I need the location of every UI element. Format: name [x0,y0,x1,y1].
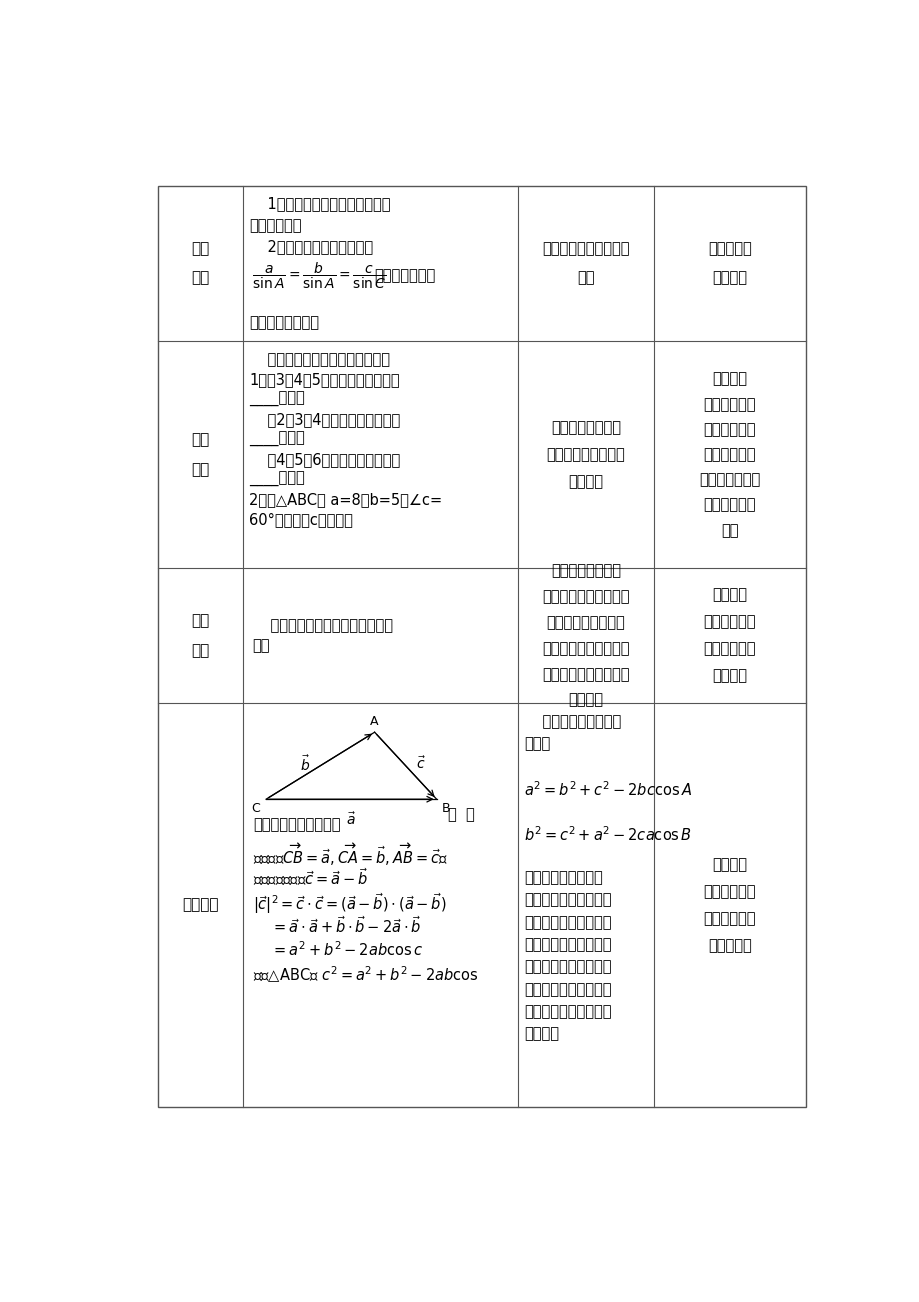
Text: 让学生利用相同方法: 让学生利用相同方法 [524,713,620,729]
Text: 学生可能
比较茫然，帮
助学生分析相
关内容，从多
角度看待问题，
用实践进行检
验。: 学生可能 比较茫然，帮 助学生分析相 关内容，从多 角度看待问题， 用实践进行检… [698,371,760,538]
Text: 推导：: 推导： [524,736,550,751]
Text: 2、在△ABC中 a=8，b=5，∠c=: 2、在△ABC中 a=8，b=5，∠c= [249,492,442,506]
Text: $\vec{a}$: $\vec{a}$ [346,811,357,828]
Text: 1、以3，4，5为各边长的三角形是: 1、以3，4，5为各边长的三角形是 [249,372,399,387]
Text: 学生从平面几何、
实践作图方面进行估
计判断。: 学生从平面几何、 实践作图方面进行估 计判断。 [546,421,625,490]
Text: $\vec{b}$: $\vec{b}$ [300,754,310,773]
Text: ____三角形: ____三角形 [249,392,304,408]
Text: $\dfrac{a}{\sin A}=\dfrac{b}{\sin A}=\dfrac{c}{\sin C}$: $\dfrac{a}{\sin A}=\dfrac{b}{\sin A}=\df… [252,260,386,292]
Text: ____三角形: ____三角形 [249,432,304,447]
Text: 学生对向量知识可能: 学生对向量知识可能 [524,870,602,885]
Text: 吗？: 吗？ [252,638,269,654]
Text: 以2，3，4为各边长的三角形是: 以2，3，4为各边长的三角形是 [249,411,400,427]
Text: 方法是什么？: 方法是什么？ [249,217,301,233]
Text: $|\vec{c}|^2=\vec{c}\cdot\vec{c}=(\vec{a}-\vec{b})\cdot(\vec{a}-\vec{b})$: $|\vec{c}|^2=\vec{c}\cdot\vec{c}=(\vec{a… [253,891,446,915]
Text: ，主要解决哪几: ，主要解决哪几 [374,268,436,284]
Text: 学生从平面几何、
三角函数、向量知识、
坐标法等方面进行分
析讨论，选择简洁的处
理工具，引发学生的积
极讨论。: 学生从平面几何、 三角函数、向量知识、 坐标法等方面进行分 析讨论，选择简洁的处… [541,564,629,707]
Text: 的作用。: 的作用。 [524,1026,559,1042]
Text: 引导学生
从相关知识入
手，选择简洁
的工具。: 引导学生 从相关知识入 手，选择简洁 的工具。 [703,587,755,684]
Text: 由三角形法则有$\vec{c}=\vec{a}-\vec{b}$: 由三角形法则有$\vec{c}=\vec{a}-\vec{b}$ [253,866,368,888]
Text: 回顾旧知，
防止遗忘: 回顾旧知， 防止遗忘 [708,241,751,285]
Text: $b^2=c^2+a^2-2ca\cos B$: $b^2=c^2+a^2-2ca\cos B$ [524,825,691,844]
Text: $=a^2+b^2-2ab\cos c$: $=a^2+b^2-2ab\cos c$ [270,940,423,958]
Text: 60°，你能求c边长吗？: 60°，你能求c边长吗？ [249,512,353,527]
Text: 让学生明
确数学中的转
化思想：化未
知为已知。: 让学生明 确数学中的转 化思想：化未 知为已知。 [703,857,755,953]
Text: 用数量积时，角度可能: 用数量积时，角度可能 [524,915,611,930]
Text: B: B [441,802,450,815]
Text: 2、三角形的正弦定理内容: 2、三角形的正弦定理内容 [249,240,373,254]
Text: 如图：设$\overrightarrow{CB}=\vec{a},\overrightarrow{CA}=\vec{b},\overrightarrow{AB}: 如图：设$\overrightarrow{CB}=\vec{a},\overri… [253,841,448,867]
Text: 创设
引入: 创设 引入 [191,432,210,477]
Text: 以4，5，6为各边长的三角形是: 以4，5，6为各边长的三角形是 [249,452,400,467]
Text: C: C [251,802,260,815]
Text: 出现错误，出现不同的: 出现错误，出现不同的 [524,937,611,952]
Text: 向量法推导余弦定理：: 向量法推导余弦定理： [253,816,340,832]
Text: 利  用: 利 用 [448,807,474,822]
Text: 遗忘，注意复习；在利: 遗忘，注意复习；在利 [524,892,611,907]
Text: 即：△ABC中 $c^2=a^2+b^2-2ab\cos$: 即：△ABC中 $c^2=a^2+b^2-2ab\cos$ [253,965,478,986]
Text: 你能判断下列三角形的类型吗？: 你能判断下列三角形的类型吗？ [249,352,390,367]
Text: 误中发现问题，巩固向: 误中发现问题，巩固向 [524,982,611,996]
Text: 表示形式，让学生从错: 表示形式，让学生从错 [524,960,611,974]
Text: 量知识，明确向量工具: 量知识，明确向量工具 [524,1004,611,1019]
Text: 知识
回顾: 知识 回顾 [191,241,210,285]
Text: A: A [370,715,379,728]
Text: $=\vec{a}\cdot\vec{a}+\vec{b}\cdot\vec{b}-2\vec{a}\cdot\vec{b}$: $=\vec{a}\cdot\vec{a}+\vec{b}\cdot\vec{b… [270,915,421,936]
Text: 1、一般三角形全等的四种判断: 1、一般三角形全等的四种判断 [249,197,391,211]
Text: 合作探究: 合作探究 [182,897,219,913]
Text: 类问题的三角形？: 类问题的三角形？ [249,315,319,329]
Text: $a^2=b^2+c^2-2bc\cos A$: $a^2=b^2+c^2-2bc\cos A$ [524,781,692,799]
Text: ____三角形: ____三角形 [249,471,304,487]
Text: 学生回答，老师补充完
整。: 学生回答，老师补充完 整。 [541,241,629,285]
Text: 你能够有更好的具体的量化方法: 你能够有更好的具体的量化方法 [252,618,392,633]
Text: 提出
问题: 提出 问题 [191,613,210,658]
Text: $\vec{c}$: $\vec{c}$ [415,756,425,772]
